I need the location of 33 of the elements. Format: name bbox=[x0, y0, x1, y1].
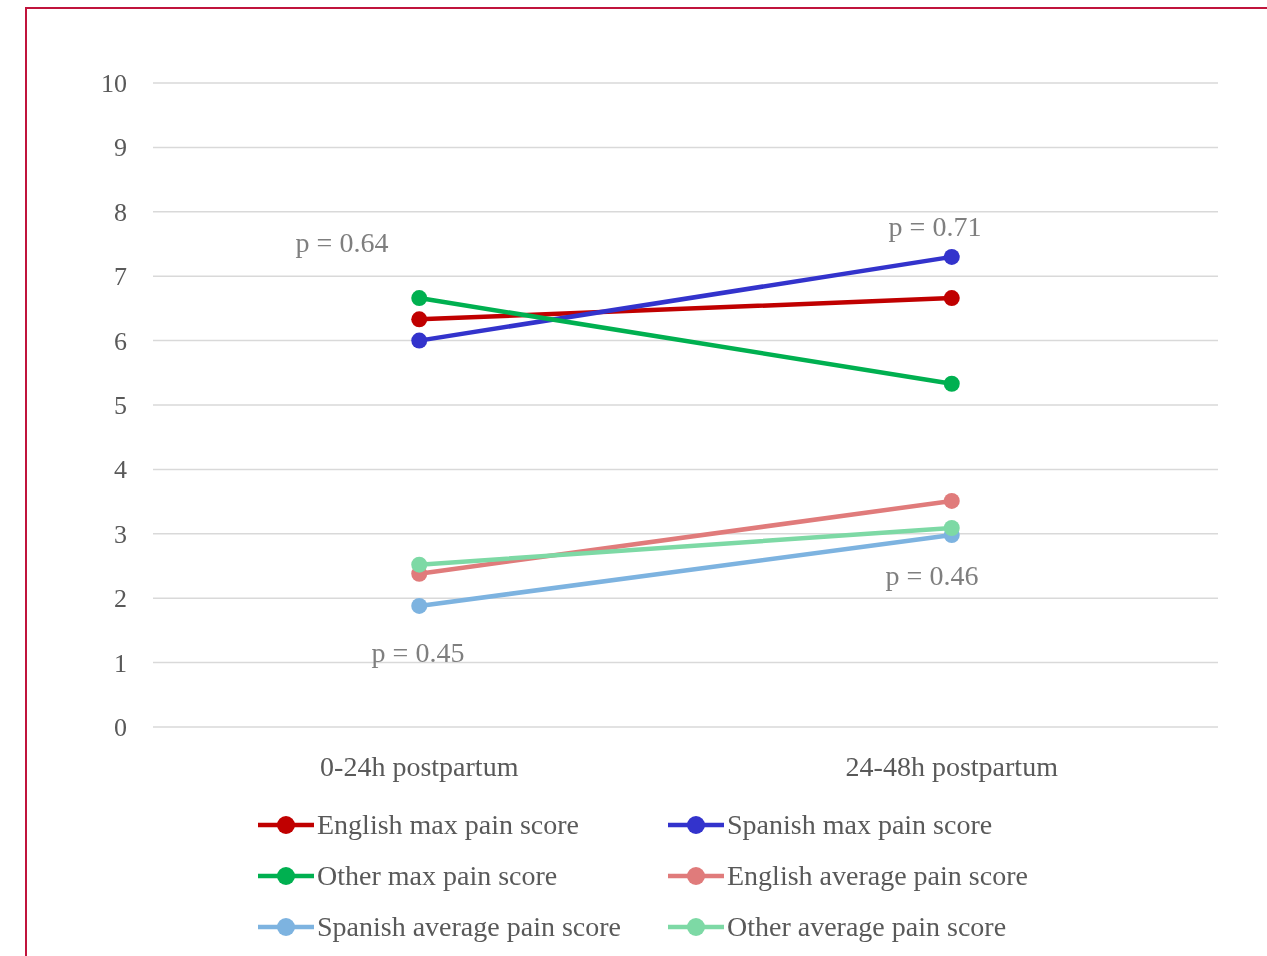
point bbox=[411, 332, 428, 349]
y-tick-label: 5 bbox=[114, 391, 127, 420]
annotation: p = 0.45 bbox=[371, 637, 465, 668]
x-tick-label: 24-48h postpartum bbox=[845, 751, 1059, 782]
y-tick-label: 0 bbox=[114, 713, 127, 742]
annotation: p = 0.46 bbox=[885, 560, 979, 591]
legend-label: English max pain score bbox=[317, 809, 580, 840]
legend-label: Spanish average pain score bbox=[317, 911, 621, 942]
y-tick-label: 10 bbox=[101, 69, 127, 98]
point bbox=[943, 248, 960, 265]
point bbox=[943, 520, 960, 536]
legend-label: English average pain score bbox=[727, 860, 1028, 891]
y-tick-label: 3 bbox=[114, 519, 127, 549]
y-tick-label: 7 bbox=[114, 262, 127, 292]
y-tick-label: 6 bbox=[114, 326, 127, 356]
point bbox=[411, 290, 428, 307]
legend-label: Other average pain score bbox=[727, 911, 1007, 942]
point bbox=[943, 290, 960, 307]
point bbox=[411, 556, 428, 573]
point bbox=[411, 311, 428, 328]
annotation: p = 0.71 bbox=[888, 211, 982, 242]
point bbox=[943, 492, 960, 509]
y-tick-label: 8 bbox=[114, 197, 127, 227]
point bbox=[943, 375, 960, 392]
annotation: p = 0.64 bbox=[295, 227, 389, 258]
legend-label: Other max pain score bbox=[317, 860, 558, 891]
y-tick-label: 1 bbox=[114, 648, 127, 678]
legend-label: Spanish max pain score bbox=[727, 809, 993, 840]
y-tick-label: 2 bbox=[114, 584, 127, 614]
point bbox=[411, 597, 428, 614]
y-tick-label: 4 bbox=[114, 455, 127, 485]
y-tick-label: 9 bbox=[114, 133, 127, 163]
x-tick-label: 0-24h postpartum bbox=[320, 751, 519, 782]
